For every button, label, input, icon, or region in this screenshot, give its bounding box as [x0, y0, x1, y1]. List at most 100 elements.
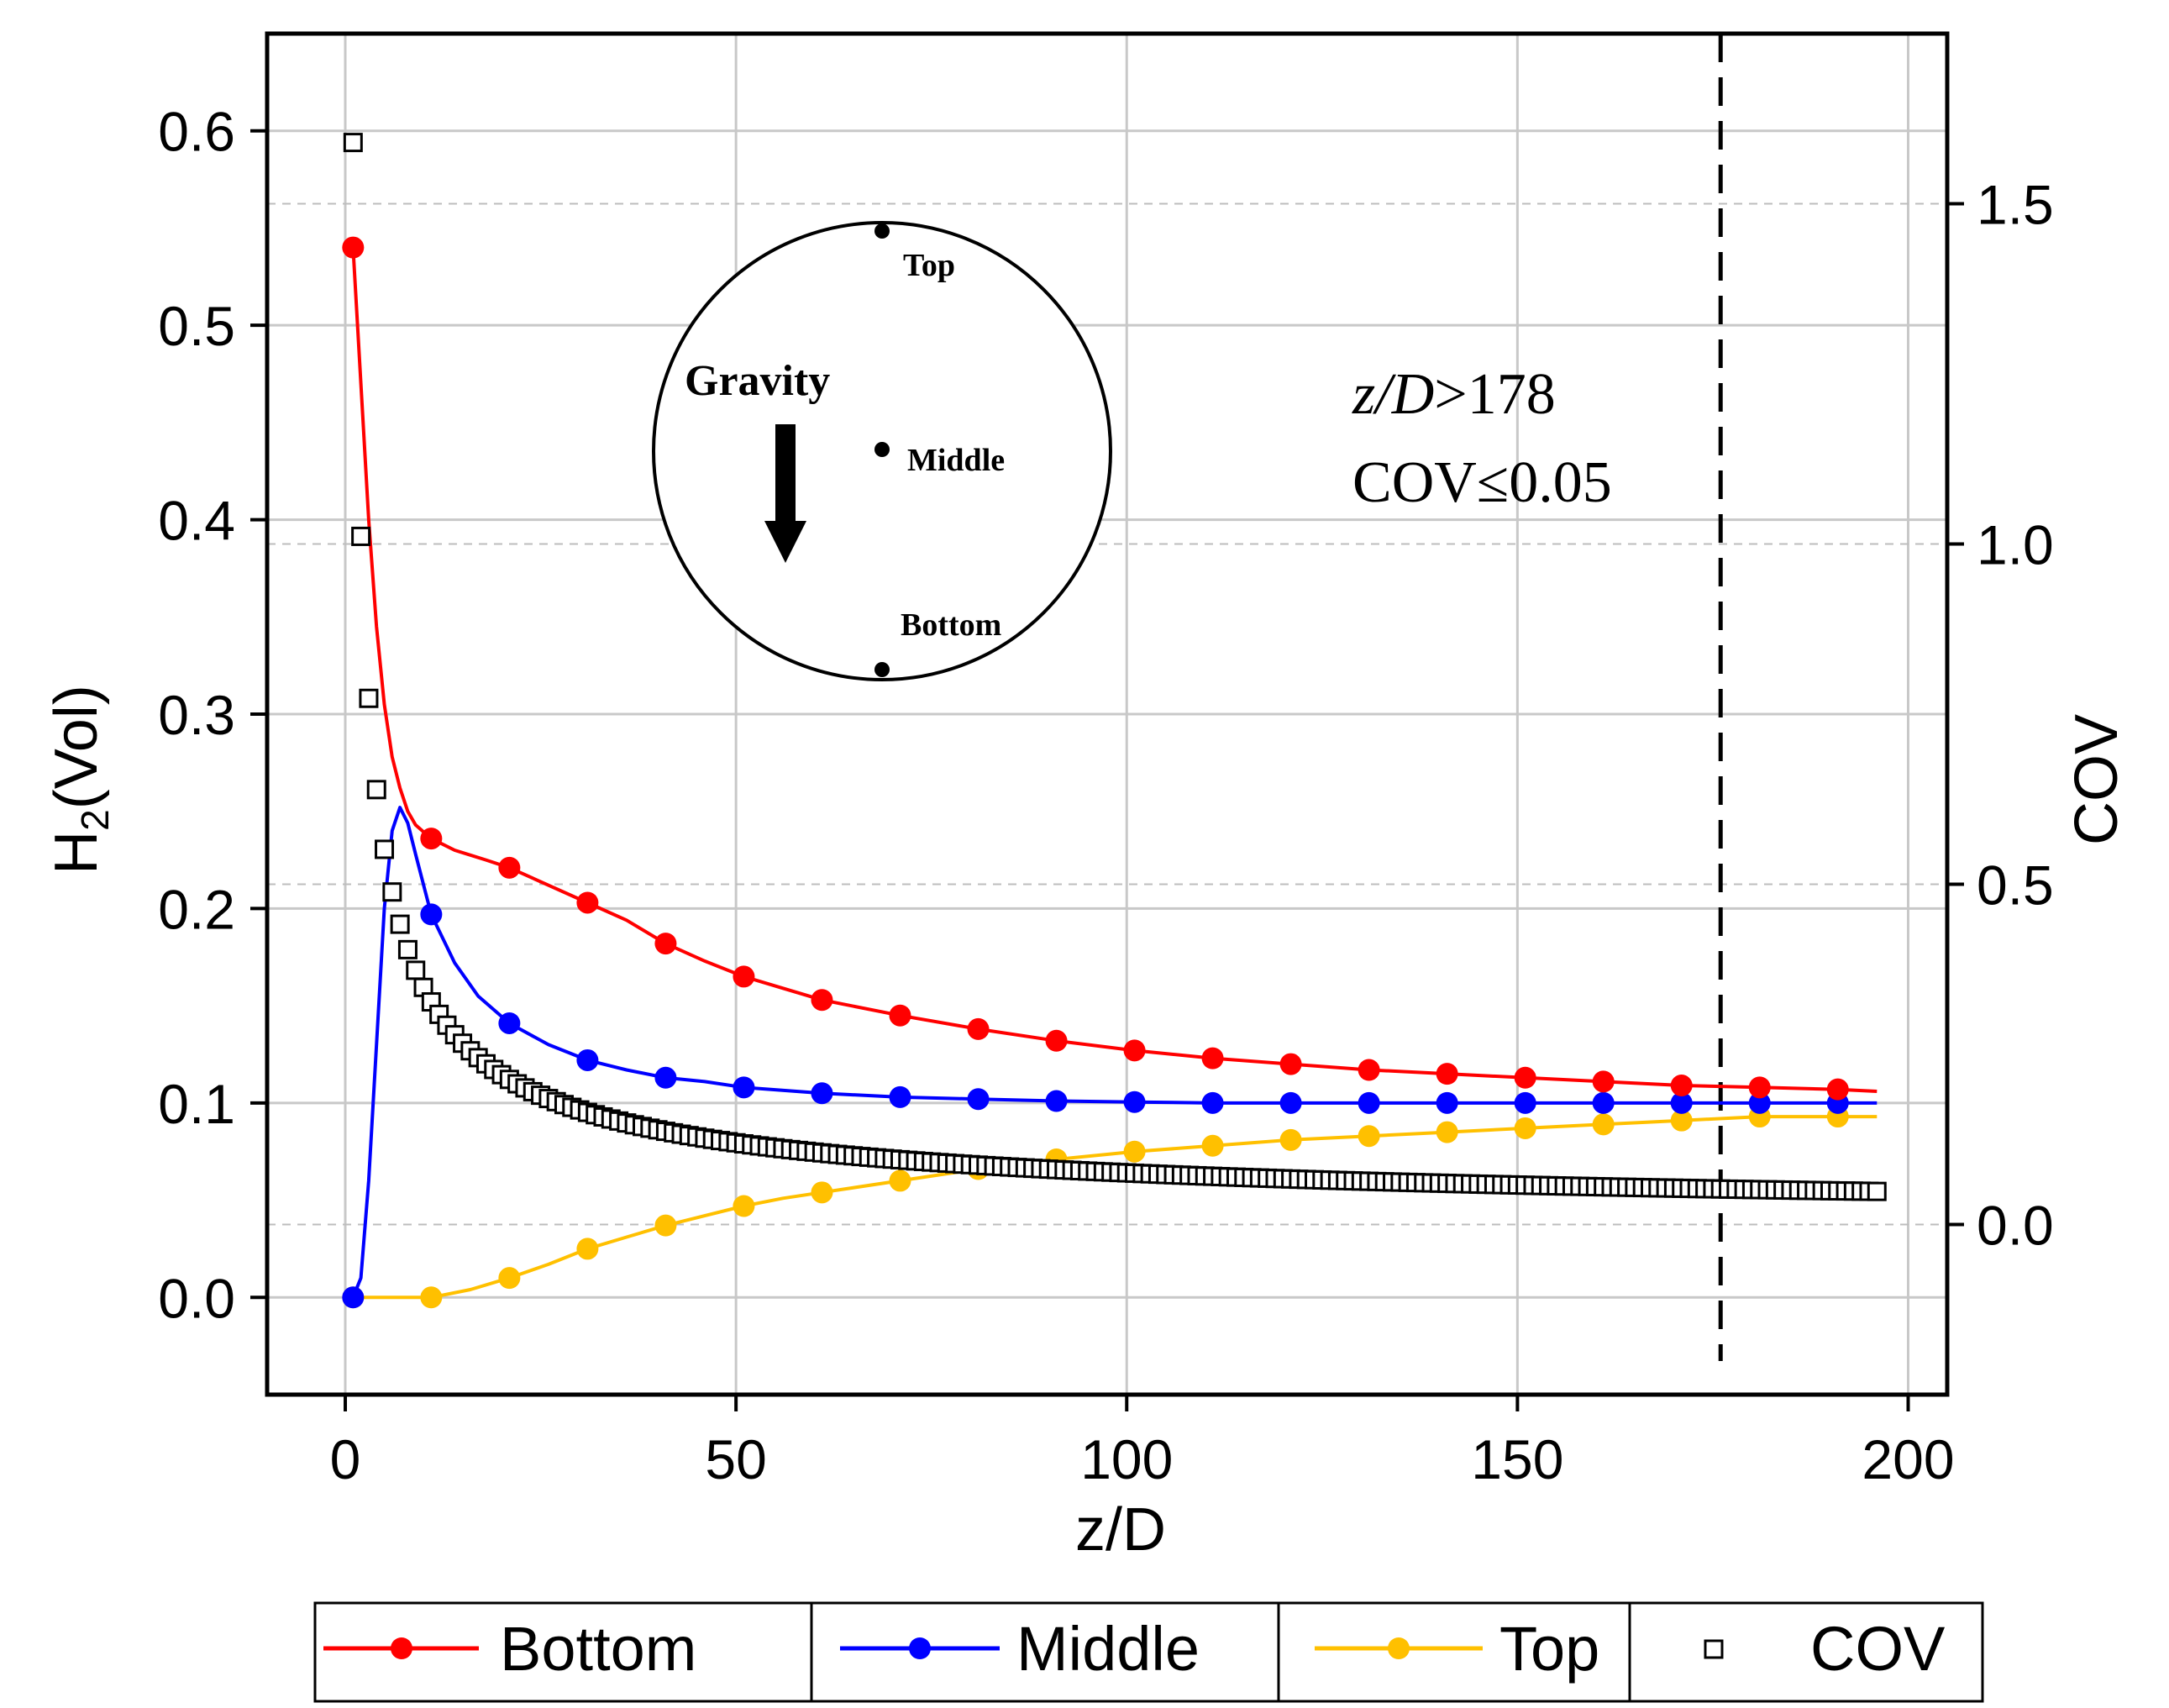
- gravity-label: Gravity: [685, 357, 830, 405]
- inset-label-middle: Middle: [907, 443, 1005, 478]
- series-middle-point: [1436, 1091, 1458, 1114]
- series-middle-point: [576, 1048, 599, 1071]
- legend-entry-cov: COV: [1704, 1614, 1946, 1684]
- series-middle-point: [733, 1076, 755, 1099]
- cov-point: [382, 882, 402, 902]
- series-top-point: [1436, 1121, 1458, 1143]
- grid: [267, 34, 1947, 1395]
- series-bottom-point: [1748, 1076, 1771, 1099]
- series-middle-point: [1670, 1091, 1693, 1114]
- legend-top-label: Top: [1499, 1614, 1599, 1684]
- y-left-tick-label: 0.1: [158, 1073, 235, 1135]
- series-bottom-point: [1436, 1063, 1458, 1085]
- series-middle-line: [351, 806, 1878, 1299]
- series-cov: [343, 133, 1887, 1201]
- axes: 0 50 100 150 200 0.0 0.1 0.2 0.3 0.4 0.5 0.6 0.0 0.5 1…: [158, 101, 2054, 1490]
- series-top-point: [498, 1267, 521, 1290]
- top-sample-point: [874, 223, 890, 239]
- legend-top-marker: [1388, 1637, 1410, 1659]
- series-bottom-point: [1045, 1029, 1068, 1052]
- inset-label-bottom: Bottom: [901, 607, 1001, 643]
- series-bottom-point: [498, 856, 521, 879]
- y-right-tick-label: 0.5: [1977, 854, 2054, 917]
- series-bottom-point: [1358, 1059, 1380, 1081]
- series-bottom-point: [654, 933, 677, 955]
- cov-point: [351, 526, 371, 546]
- y-axis-title-left: H2(Vol): [43, 685, 117, 875]
- cov-point: [406, 960, 426, 980]
- legend: Bottom Middle Top COV: [313, 1601, 1984, 1703]
- cov-point: [390, 914, 410, 934]
- series-top-point: [420, 1286, 443, 1309]
- y-axis-title-right: COV: [2063, 714, 2130, 845]
- legend-cov-label: COV: [1810, 1614, 1946, 1684]
- series-middle-point: [889, 1085, 911, 1108]
- series-middle-point: [1201, 1091, 1224, 1114]
- series-top-point: [1279, 1128, 1302, 1151]
- x-tick-label: 100: [1080, 1428, 1173, 1490]
- x-tick-label: 0: [330, 1428, 361, 1490]
- gravity-arrow-icon: [764, 424, 806, 563]
- y-axis-title-base: H: [43, 831, 110, 875]
- criterion-italic-zd: z/D: [1352, 362, 1434, 427]
- series-layer: [342, 133, 1887, 1309]
- criterion-annotation-line2: COV≤0.05: [1352, 450, 1612, 515]
- series-bottom-point: [811, 989, 833, 1012]
- pipe-cross-section-inset: Top Middle Bottom Gravity: [652, 221, 1112, 681]
- y-left-tick-label: 0.2: [158, 878, 235, 940]
- y-left-tick-label: 0.4: [158, 490, 235, 552]
- series-middle-point: [1358, 1091, 1380, 1114]
- y-left-tick-label: 0.6: [158, 101, 235, 163]
- series-bottom-point: [889, 1004, 911, 1027]
- series-top-point: [576, 1238, 599, 1260]
- y-left-tick-label: 0.5: [158, 295, 235, 357]
- legend-middle-marker: [909, 1637, 931, 1659]
- cov-point: [375, 839, 395, 859]
- y-axis-title-subscript: 2: [73, 809, 117, 831]
- series-bottom-point: [576, 891, 599, 914]
- series-top-point: [1358, 1125, 1380, 1148]
- inset-label-top: Top: [903, 248, 955, 283]
- series-top-point: [654, 1214, 677, 1237]
- legend-middle-label: Middle: [1016, 1614, 1200, 1684]
- series-bottom-point: [1123, 1039, 1146, 1062]
- series-top-point: [889, 1169, 911, 1192]
- legend-cov-frame: [1628, 1601, 1984, 1703]
- y-right-tick-label: 1.0: [1977, 514, 2054, 576]
- legend-cov-marker: [1704, 1639, 1724, 1659]
- series-middle-point: [1514, 1091, 1536, 1114]
- series-middle-point: [420, 903, 443, 926]
- series-top-point: [1514, 1117, 1536, 1139]
- x-tick-label: 200: [1862, 1428, 1954, 1490]
- series-bottom-line: [351, 247, 1878, 1093]
- series-bottom-point: [420, 828, 443, 850]
- series-middle: [342, 806, 1878, 1309]
- series-bottom-point: [342, 236, 365, 259]
- x-axis-title: z/D: [1075, 1496, 1166, 1563]
- series-middle-point: [1279, 1091, 1302, 1114]
- legend-bottom-label: Bottom: [500, 1614, 696, 1684]
- series-bottom-point: [1592, 1070, 1615, 1093]
- legend-entry-bottom: Bottom: [323, 1614, 696, 1684]
- series-middle-point: [811, 1082, 833, 1105]
- series-bottom-point: [1201, 1047, 1224, 1069]
- series-top-point: [1592, 1113, 1615, 1136]
- y-right-tick-label: 1.5: [1977, 174, 2054, 236]
- series-middle-point: [1748, 1091, 1771, 1114]
- x-tick-label: 150: [1471, 1428, 1563, 1490]
- criterion-threshold: >178: [1434, 362, 1555, 427]
- series-middle-point: [654, 1066, 677, 1089]
- series-middle-point: [1123, 1090, 1146, 1113]
- series-bottom-point: [1279, 1053, 1302, 1075]
- series-bottom-point: [1514, 1066, 1536, 1089]
- series-middle-point: [967, 1088, 990, 1111]
- cov-point: [366, 780, 386, 800]
- series-middle-point: [1045, 1090, 1068, 1112]
- series-bottom-point: [967, 1017, 990, 1040]
- cov-point: [359, 688, 379, 708]
- series-bottom-point: [733, 965, 755, 988]
- series-top-point: [733, 1195, 755, 1217]
- series-top-point: [1670, 1109, 1693, 1132]
- series-top-point: [1123, 1140, 1146, 1163]
